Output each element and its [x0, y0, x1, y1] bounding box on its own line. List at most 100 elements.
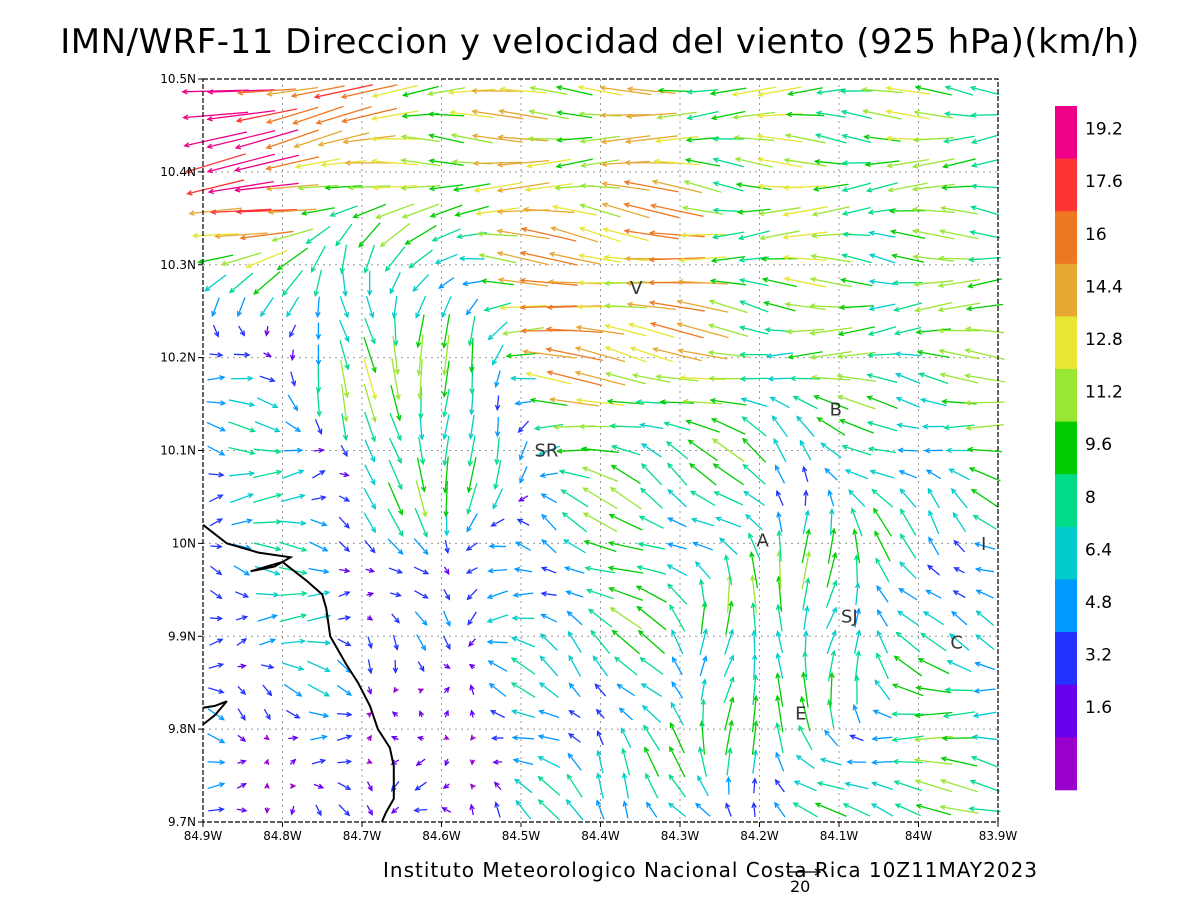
wind-arrow: [636, 605, 667, 631]
wind-arrow: [965, 303, 1004, 312]
wind-arrow: [483, 302, 512, 312]
wind-arrow: [756, 156, 803, 168]
wind-arrow: [236, 297, 246, 318]
wind-arrow: [895, 396, 920, 408]
wind-arrow: [311, 758, 327, 765]
wind-arrow: [363, 358, 377, 401]
wind-arrow: [656, 111, 698, 120]
wind-arrow: [623, 228, 679, 240]
wind-arrow: [898, 587, 918, 601]
wind-arrow: [638, 422, 664, 430]
wind-arrow: [392, 660, 399, 674]
wind-arrow: [643, 724, 661, 751]
wind-arrow: [522, 349, 575, 359]
wind-arrow: [871, 488, 894, 508]
wind-arrow: [538, 709, 560, 718]
wind-arrow: [310, 518, 328, 527]
wind-arrow: [968, 467, 1001, 482]
wind-arrow: [868, 253, 896, 264]
wind-arrow: [667, 517, 687, 528]
wind-arrow: [655, 374, 699, 382]
wind-arrow: [556, 448, 593, 454]
wind-arrow: [756, 133, 803, 143]
wind-arrow: [654, 135, 699, 144]
wind-arrow: [283, 683, 303, 697]
wind-arrow: [698, 578, 706, 609]
wind-arrow: [608, 513, 643, 531]
wind-arrow: [606, 398, 645, 405]
wind-arrow: [366, 615, 374, 621]
wind-arrow: [723, 554, 733, 586]
wind-arrow: [366, 686, 373, 696]
wind-arrow: [309, 541, 329, 552]
wind-arrow: [253, 519, 283, 525]
wind-arrow: [665, 441, 689, 460]
wind-arrow: [926, 564, 941, 576]
wind-arrow: [671, 656, 683, 676]
wind-arrow: [443, 709, 449, 718]
wind-arrow: [893, 326, 922, 336]
wind-arrow: [314, 419, 323, 436]
wind-arrow: [184, 153, 246, 174]
colorbar-segment: [1055, 684, 1077, 738]
wind-arrow: [253, 271, 281, 295]
wind-arrow: [577, 84, 623, 96]
wind-arrow: [207, 445, 226, 456]
wind-arrow: [315, 365, 322, 394]
wind-arrow: [209, 589, 223, 600]
wind-arrow: [869, 469, 895, 479]
wind-arrow: [336, 711, 353, 718]
wind-arrow: [868, 303, 896, 312]
wind-arrow: [367, 659, 373, 675]
wind-arrow: [415, 480, 428, 518]
wind-arrow: [750, 601, 757, 634]
wind-arrow: [776, 489, 784, 506]
wind-arrow: [513, 566, 533, 573]
wind-arrow: [899, 488, 917, 509]
wind-arrow: [578, 226, 622, 243]
wind-arrow: [689, 490, 716, 507]
wind-arrow: [596, 729, 604, 746]
wind-arrow: [676, 278, 728, 285]
wind-arrow: [182, 111, 249, 120]
wind-arrow: [237, 663, 247, 669]
wind-arrow: [416, 457, 427, 493]
wind-arrow: [476, 231, 518, 237]
wind-arrow: [294, 158, 341, 169]
wind-arrow: [734, 156, 773, 168]
wind-arrow: [944, 687, 974, 693]
wind-arrow: [685, 419, 720, 433]
wind-arrow: [637, 541, 665, 550]
wind-arrow: [610, 444, 641, 456]
wind-arrow: [234, 129, 299, 150]
wind-arrow: [885, 109, 931, 120]
wind-arrow: [442, 635, 451, 651]
wind-arrow: [608, 587, 644, 602]
wind-arrow: [799, 695, 811, 732]
wind-arrow: [620, 727, 632, 749]
wind-arrow: [364, 411, 376, 443]
wind-arrow: [940, 184, 977, 191]
wind-arrow: [551, 204, 597, 216]
wind-arrow: [492, 759, 503, 765]
wind-arrow: [709, 278, 747, 286]
wind-arrow: [389, 437, 402, 465]
wind-arrow: [290, 85, 345, 98]
wind-arrow: [915, 685, 952, 694]
wind-arrow: [719, 537, 738, 555]
wind-arrow: [852, 703, 861, 724]
wind-arrow: [599, 85, 652, 96]
wind-arrow: [391, 295, 398, 319]
wind-arrow: [511, 615, 535, 621]
wind-arrow: [538, 682, 559, 698]
wind-arrow: [709, 87, 747, 96]
wind-arrow: [209, 615, 224, 622]
wind-arrow: [687, 439, 718, 462]
wind-arrow: [723, 654, 735, 677]
wind-arrow: [265, 156, 320, 171]
wind-arrow: [846, 759, 867, 765]
wind-arrow: [470, 88, 524, 94]
wind-arrow: [315, 296, 321, 319]
wind-arrow: [742, 463, 766, 485]
city-label: B: [830, 400, 842, 421]
